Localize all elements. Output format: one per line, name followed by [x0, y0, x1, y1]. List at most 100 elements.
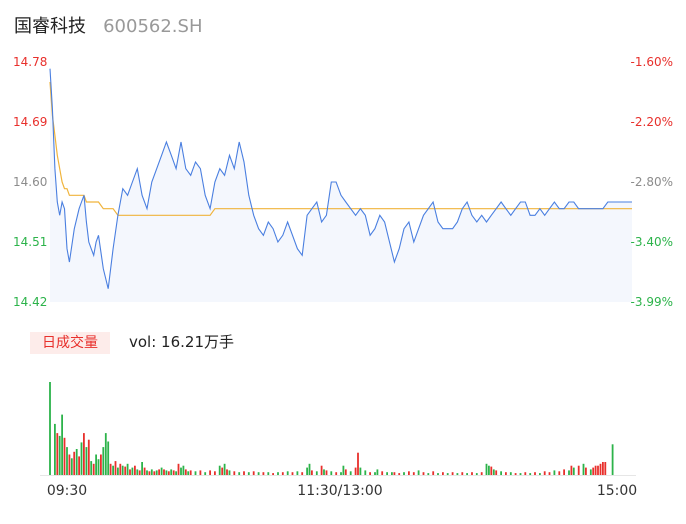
volume-bar — [315, 471, 318, 475]
volume-bar — [182, 465, 185, 475]
volume-bar — [95, 454, 97, 475]
average-price-line — [49, 81, 632, 216]
volume-bar — [180, 467, 182, 475]
volume-bar — [238, 472, 241, 475]
volume-bar — [359, 467, 362, 475]
time-tick-label: 11:30/13:00 — [297, 483, 382, 499]
volume-bar — [381, 471, 384, 475]
volume-bar — [148, 471, 151, 475]
volume-bar — [543, 471, 546, 475]
volume-bar — [599, 463, 602, 475]
volume-bar — [391, 472, 393, 475]
volume-bar — [85, 447, 88, 475]
volume-bar — [577, 465, 580, 475]
volume-bar — [505, 472, 507, 475]
price-tick-label: 14.60 — [13, 175, 47, 189]
time-tick-label: 15:00 — [597, 483, 637, 499]
volume-bar — [68, 454, 71, 475]
volume-bar — [129, 469, 131, 475]
price-tick-label: 14.42 — [13, 295, 47, 309]
volume-bar — [90, 461, 93, 475]
volume-bar — [167, 471, 170, 475]
volume-bar — [437, 473, 439, 475]
volume-bar — [374, 472, 376, 475]
volume-bar — [226, 469, 228, 475]
volume-bar — [306, 467, 308, 475]
volume-bar — [146, 470, 148, 476]
volume-bar — [109, 463, 112, 475]
percent-tick-label: -2.20% — [631, 115, 673, 129]
volume-bar — [92, 463, 95, 475]
volume-bar — [488, 465, 490, 475]
volume-bar — [471, 472, 473, 475]
price-line — [49, 68, 632, 289]
percent-tick-label: -3.40% — [631, 235, 673, 249]
volume-bar — [386, 472, 388, 475]
volume-bar — [492, 469, 495, 475]
volume-bar — [257, 472, 260, 475]
volume-bar — [63, 437, 66, 475]
volume-bar — [342, 465, 345, 475]
volume-bar — [335, 472, 338, 475]
volume-bar — [597, 465, 599, 475]
volume-bar — [107, 441, 110, 475]
stock-name: 国睿科技 — [14, 16, 86, 37]
volume-readout: vol: 16.21万手 — [129, 333, 234, 351]
volume-bar — [330, 471, 333, 475]
volume-bar — [582, 463, 585, 475]
volume-bar — [442, 472, 444, 475]
volume-bar — [80, 442, 83, 475]
volume-bar — [514, 473, 517, 475]
volume-bar — [247, 472, 250, 475]
volume-bar — [594, 465, 597, 475]
percent-tick-label: -3.99% — [631, 295, 673, 309]
volume-bar — [558, 471, 561, 475]
volume-bar — [529, 473, 532, 475]
volume-bar — [54, 423, 56, 476]
volume-bar — [393, 472, 396, 475]
volume-bar — [102, 447, 105, 475]
volume-bar — [172, 470, 175, 476]
volume-bar — [204, 472, 207, 475]
volume-bar — [349, 471, 352, 475]
volume-bar — [143, 467, 146, 475]
volume-bar — [83, 433, 85, 475]
volume-bar — [357, 452, 359, 475]
volume-bar — [87, 439, 90, 475]
volume-bar — [209, 470, 211, 476]
time-tick-label: 09:30 — [47, 483, 87, 499]
volume-bar — [369, 472, 371, 475]
volume-bar — [408, 471, 410, 475]
volume-bar — [49, 382, 51, 475]
daily-volume-badge: 日成交量 — [30, 332, 110, 354]
volume-bar — [252, 471, 255, 475]
volume-bar — [548, 472, 551, 475]
volume-bar — [177, 463, 180, 475]
volume-bar — [228, 470, 231, 476]
volume-bar — [267, 472, 270, 475]
percent-tick-label: -2.80% — [631, 175, 673, 189]
volume-bar — [296, 471, 299, 475]
volume-bar — [233, 471, 236, 475]
volume-bar — [539, 473, 541, 475]
volume-bar — [572, 467, 575, 475]
volume-bar — [592, 467, 595, 475]
volume-bar — [155, 470, 158, 476]
volume-bar — [451, 472, 454, 475]
volume-bar — [446, 473, 449, 475]
price-axis-labels: 14.78 14.69 14.60 14.51 14.42 — [13, 55, 47, 309]
volume-bar — [121, 465, 124, 475]
volume-bar — [524, 472, 527, 475]
volume-bar — [272, 473, 274, 475]
volume-bar — [323, 469, 325, 475]
volume-bar — [70, 458, 73, 475]
volume-bar — [480, 472, 483, 475]
volume-bar — [58, 435, 61, 475]
volume-bar — [187, 471, 190, 475]
volume-bar — [100, 454, 102, 475]
volume-bar — [126, 463, 129, 475]
volume-bar — [134, 465, 136, 475]
volume-bar — [78, 456, 80, 475]
volume-bar — [243, 471, 245, 475]
volume-bar — [568, 470, 570, 476]
